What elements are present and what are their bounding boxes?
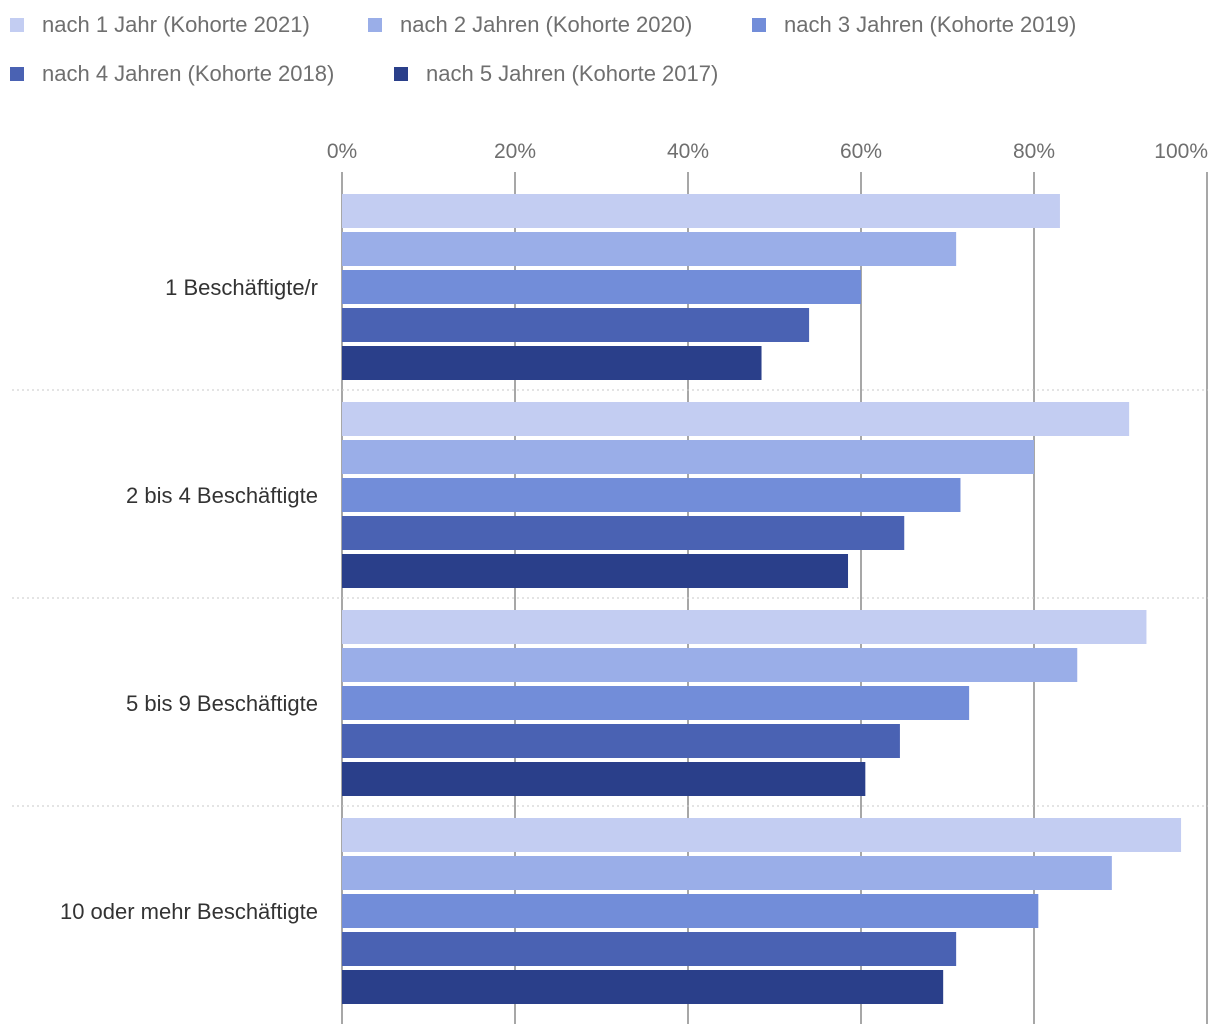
legend-item: nach 2 Jahren (Kohorte 2020) bbox=[368, 11, 692, 39]
bar bbox=[342, 610, 1147, 644]
legend-swatch bbox=[394, 67, 408, 81]
legend-swatch bbox=[368, 18, 382, 32]
bar bbox=[342, 856, 1112, 890]
category-label: 10 oder mehr Beschäftigte bbox=[60, 899, 318, 924]
x-tick-label: 40% bbox=[667, 140, 709, 163]
bar bbox=[342, 970, 944, 1004]
legend-label: nach 4 Jahren (Kohorte 2018) bbox=[42, 61, 335, 86]
legend-label: nach 1 Jahr (Kohorte 2021) bbox=[42, 12, 310, 37]
legend-item: nach 1 Jahr (Kohorte 2021) bbox=[10, 11, 310, 39]
bar bbox=[342, 308, 810, 342]
bar bbox=[342, 346, 762, 380]
bar bbox=[342, 818, 1182, 852]
category-label: 2 bis 4 Beschäftigte bbox=[126, 483, 318, 508]
legend-item: nach 5 Jahren (Kohorte 2017) bbox=[394, 60, 718, 88]
category-label: 1 Beschäftigte/r bbox=[165, 275, 318, 300]
legend-item: nach 3 Jahren (Kohorte 2019) bbox=[752, 11, 1076, 39]
legend-label: nach 3 Jahren (Kohorte 2019) bbox=[784, 12, 1077, 37]
bar bbox=[342, 932, 957, 966]
bar bbox=[342, 478, 961, 512]
bar bbox=[342, 648, 1078, 682]
legend-label: nach 2 Jahren (Kohorte 2020) bbox=[400, 12, 693, 37]
category-label: 5 bis 9 Beschäftigte bbox=[126, 691, 318, 716]
legend-swatch bbox=[10, 67, 24, 81]
legend: nach 1 Jahr (Kohorte 2021) nach 2 Jahren … bbox=[0, 0, 1220, 100]
bar bbox=[342, 686, 970, 720]
x-tick-label: 100% bbox=[1154, 140, 1208, 163]
bar bbox=[342, 402, 1130, 436]
legend-label: nach 5 Jahren (Kohorte 2017) bbox=[426, 61, 719, 86]
bar bbox=[342, 194, 1060, 228]
bar bbox=[342, 440, 1034, 474]
bar bbox=[342, 232, 957, 266]
x-tick-label: 60% bbox=[840, 140, 882, 163]
bar bbox=[342, 894, 1039, 928]
x-tick-label: 0% bbox=[327, 140, 357, 163]
bar bbox=[342, 554, 849, 588]
bar bbox=[342, 762, 866, 796]
legend-swatch bbox=[752, 18, 766, 32]
bar bbox=[342, 724, 900, 758]
legend-item: nach 4 Jahren (Kohorte 2018) bbox=[10, 60, 334, 88]
x-tick-label: 20% bbox=[494, 140, 536, 163]
x-tick-label: 80% bbox=[1013, 140, 1055, 163]
bar bbox=[342, 270, 861, 304]
bar bbox=[342, 516, 905, 550]
legend-swatch bbox=[10, 18, 24, 32]
